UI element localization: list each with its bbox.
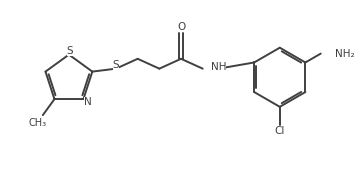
Text: S: S xyxy=(67,46,73,56)
Text: NH₂: NH₂ xyxy=(334,49,354,59)
Text: NH: NH xyxy=(211,62,226,72)
Text: O: O xyxy=(177,22,185,32)
Text: N: N xyxy=(85,97,92,107)
Text: CH₃: CH₃ xyxy=(28,118,46,128)
Text: S: S xyxy=(113,60,119,70)
Text: Cl: Cl xyxy=(275,126,285,136)
